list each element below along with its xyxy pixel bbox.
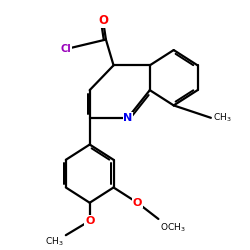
Text: OCH$_3$: OCH$_3$ — [160, 221, 185, 234]
Text: O: O — [98, 14, 108, 27]
Text: Cl: Cl — [60, 44, 71, 54]
Text: CH$_3$: CH$_3$ — [45, 235, 64, 248]
Text: O: O — [85, 216, 94, 226]
Text: O: O — [133, 198, 142, 208]
Text: N: N — [123, 113, 132, 123]
Text: CH$_3$: CH$_3$ — [213, 112, 232, 124]
